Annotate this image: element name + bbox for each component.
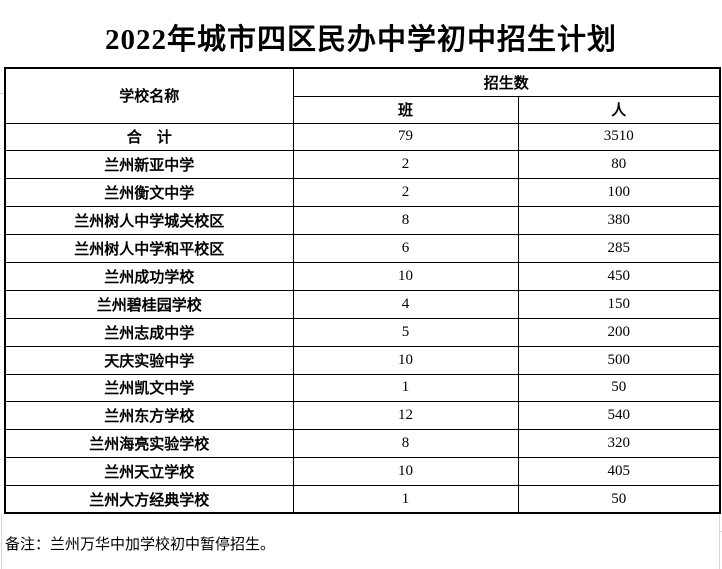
classes-cell: 10 bbox=[292, 457, 519, 487]
school-name-cell: 兰州志成中学 bbox=[4, 317, 294, 347]
school-name-cell: 兰州树人中学和平校区 bbox=[4, 234, 294, 263]
table-row: 兰州成功学校 10 450 bbox=[4, 261, 721, 291]
table-row: 兰州志成中学 5 200 bbox=[4, 317, 721, 347]
classes-cell: 5 bbox=[292, 317, 519, 347]
table-row: 兰州大方经典学校 1 50 bbox=[4, 485, 721, 514]
classes-cell: 1 bbox=[292, 373, 519, 403]
people-cell: 100 bbox=[517, 178, 721, 208]
people-cell: 200 bbox=[517, 317, 721, 347]
classes-cell: 2 bbox=[292, 178, 519, 208]
footnote: 备注：兰州万华中加学校初中暂停招生。 bbox=[5, 537, 276, 553]
people-cell: 380 bbox=[517, 206, 721, 236]
school-name-cell: 兰州凯文中学 bbox=[4, 373, 294, 403]
people-cell: 540 bbox=[517, 401, 721, 431]
gridline-left-horizontal bbox=[0, 93, 4, 94]
col-header-enrollment: 招生数 bbox=[292, 67, 721, 97]
classes-cell: 4 bbox=[292, 289, 519, 319]
page-title: 2022年城市四区民办中学初中招生计划 bbox=[104, 24, 617, 56]
people-cell: 50 bbox=[517, 485, 721, 514]
people-cell: 405 bbox=[517, 457, 721, 487]
school-name-cell: 兰州新亚中学 bbox=[4, 150, 294, 180]
classes-cell: 2 bbox=[292, 150, 519, 180]
school-name-cell: 兰州天立学校 bbox=[4, 457, 294, 487]
table-row: 兰州天立学校 10 405 bbox=[4, 457, 721, 487]
gridline-left-vertical bbox=[1, 514, 2, 569]
people-cell: 450 bbox=[517, 261, 721, 291]
header-row-2: 班 人 bbox=[5, 95, 721, 124]
table-row: 兰州树人中学和平校区 6 285 bbox=[4, 234, 721, 263]
school-name-cell: 合 计 bbox=[4, 122, 294, 152]
people-cell: 500 bbox=[517, 345, 721, 375]
table-row: 兰州凯文中学 1 50 bbox=[4, 373, 721, 403]
school-name-cell: 兰州大方经典学校 bbox=[4, 485, 294, 514]
table-row: 兰州海亮实验学校 8 320 bbox=[4, 429, 721, 459]
school-name-cell: 兰州东方学校 bbox=[4, 401, 294, 431]
classes-cell: 10 bbox=[292, 345, 519, 375]
people-cell: 50 bbox=[517, 373, 721, 403]
classes-cell: 12 bbox=[292, 401, 519, 431]
school-name-cell: 兰州树人中学城关校区 bbox=[4, 206, 294, 236]
school-name-cell: 兰州碧桂园学校 bbox=[4, 289, 294, 319]
people-cell: 3510 bbox=[517, 122, 721, 152]
classes-cell: 6 bbox=[292, 234, 519, 263]
people-cell: 320 bbox=[517, 429, 721, 459]
classes-cell: 10 bbox=[292, 261, 519, 291]
table-row: 兰州衡文中学 2 100 bbox=[4, 178, 721, 208]
table-row: 天庆实验中学 10 500 bbox=[4, 345, 721, 375]
col-header-people: 人 bbox=[517, 95, 721, 124]
classes-cell: 1 bbox=[292, 485, 519, 514]
header-row-1: 学校名称 招生数 bbox=[4, 67, 721, 124]
people-cell: 150 bbox=[517, 289, 721, 319]
classes-cell: 8 bbox=[292, 206, 519, 236]
table-row: 兰州东方学校 12 540 bbox=[4, 401, 721, 431]
people-cell: 285 bbox=[517, 234, 721, 263]
gridline-right-horizontal bbox=[719, 531, 722, 532]
table-row: 兰州碧桂园学校 4 150 bbox=[4, 289, 721, 319]
classes-cell: 79 bbox=[292, 122, 519, 152]
classes-cell: 8 bbox=[292, 429, 519, 459]
school-name-cell: 天庆实验中学 bbox=[4, 345, 294, 375]
table-row: 兰州新亚中学 2 80 bbox=[4, 150, 721, 180]
col-header-school: 学校名称 bbox=[4, 67, 294, 124]
gridline-right-vertical bbox=[719, 514, 720, 569]
table-row-total: 合 计 79 3510 bbox=[4, 122, 721, 152]
school-name-cell: 兰州成功学校 bbox=[4, 261, 294, 291]
col-header-classes: 班 bbox=[292, 95, 519, 124]
table-row: 兰州树人中学城关校区 8 380 bbox=[4, 206, 721, 236]
people-cell: 80 bbox=[517, 150, 721, 180]
enrollment-table: 学校名称 招生数 班 人 合 计 79 3510 兰州新亚中学 2 80 兰州衡… bbox=[4, 67, 722, 515]
school-name-cell: 兰州海亮实验学校 bbox=[4, 429, 294, 459]
school-name-cell: 兰州衡文中学 bbox=[4, 178, 294, 208]
